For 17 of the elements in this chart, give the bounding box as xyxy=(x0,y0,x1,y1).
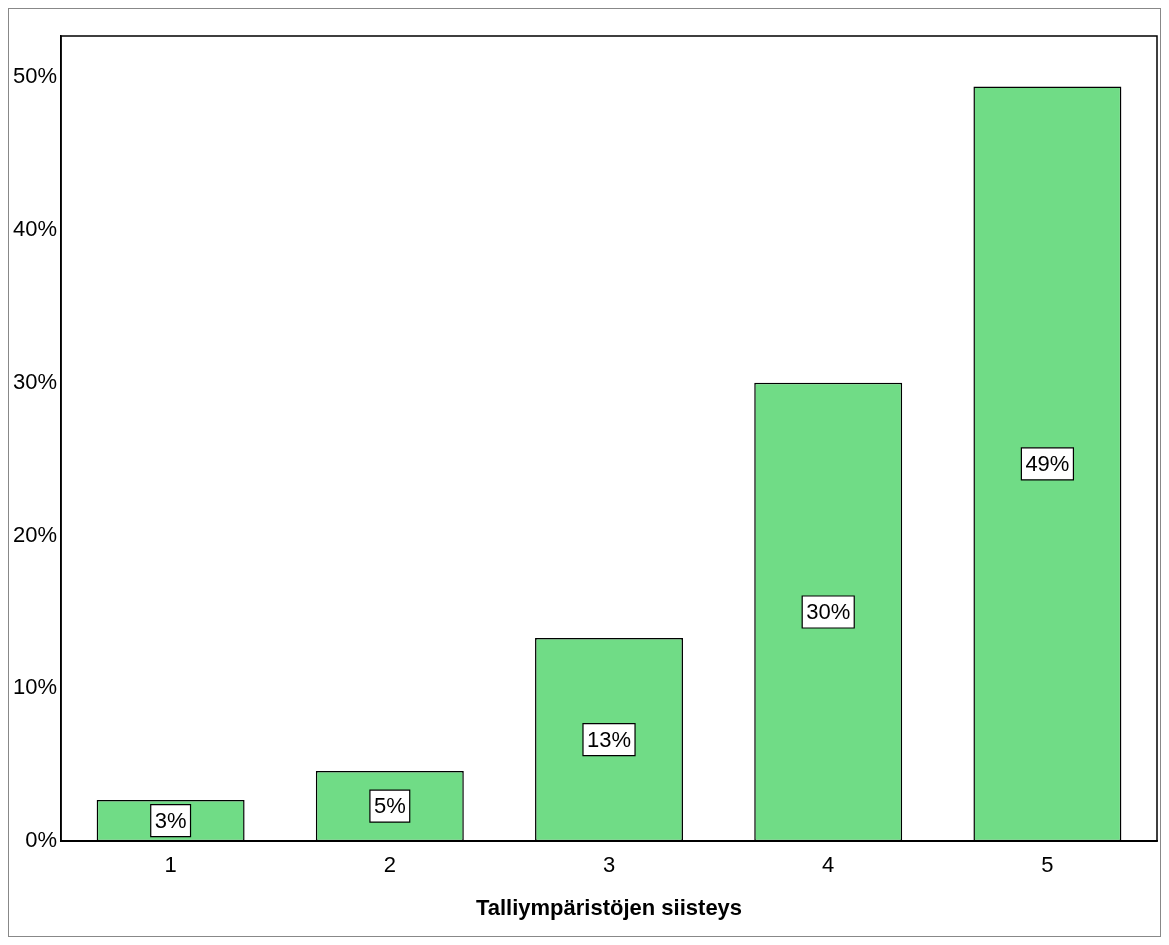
y-tick-label: 10% xyxy=(12,674,58,700)
y-tick-label: 0% xyxy=(25,827,58,853)
x-tick-label: 4 xyxy=(822,852,835,878)
y-tick-label: 30% xyxy=(12,368,58,394)
x-tick-label: 2 xyxy=(383,852,396,878)
data-label: 13% xyxy=(586,726,632,752)
data-label: 30% xyxy=(806,599,851,625)
x-axis-title: Talliympäristöjen siisteys xyxy=(475,894,743,920)
data-label: 3% xyxy=(154,807,187,833)
data-label: 5% xyxy=(373,793,406,819)
x-tick-label: 5 xyxy=(1041,852,1054,878)
y-tick-label: 50% xyxy=(12,63,58,89)
y-tick-label: 20% xyxy=(12,521,58,547)
x-tick-label: 3 xyxy=(602,852,616,878)
y-tick-label: 40% xyxy=(12,216,58,242)
x-tick-label: 1 xyxy=(164,852,177,878)
data-label: 49% xyxy=(1025,450,1070,476)
